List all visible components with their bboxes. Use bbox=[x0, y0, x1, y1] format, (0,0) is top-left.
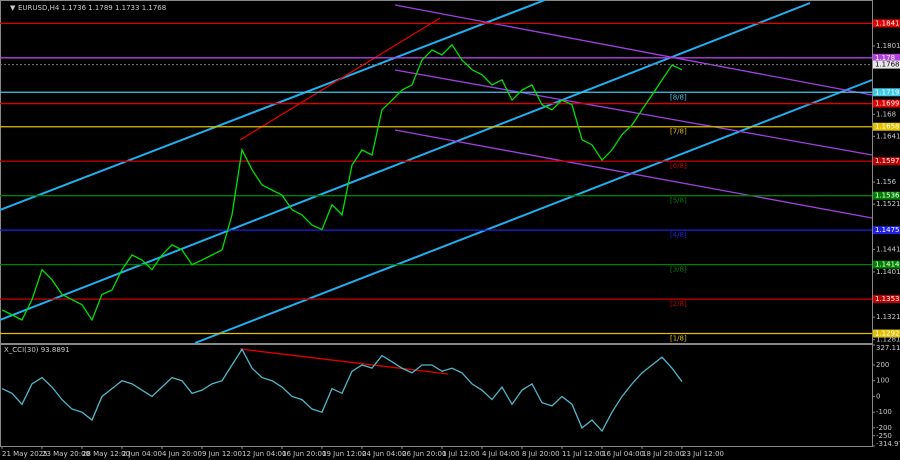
level-label: [6/8] bbox=[670, 162, 687, 170]
level-price-box bbox=[873, 329, 900, 338]
x-tick-label: 12 Jun 04:00 bbox=[242, 450, 286, 458]
x-tick-label: 16 Jun 20:00 bbox=[282, 450, 326, 458]
x-tick-label: 16 Jul 04:00 bbox=[602, 450, 644, 458]
level-label: [2/8] bbox=[670, 300, 687, 308]
level-label: [5/8] bbox=[670, 197, 687, 205]
level-price-box bbox=[873, 157, 900, 166]
x-tick-label: 1 Jul 12:00 bbox=[442, 450, 480, 458]
x-tick-label: 18 Jul 20:00 bbox=[642, 450, 684, 458]
y-tick-label: 1.1401 bbox=[876, 268, 900, 276]
cci-title: X_CCI(30) 93.8891 bbox=[4, 346, 70, 354]
y-tick-label: 1.1441 bbox=[876, 245, 900, 253]
level-price-box bbox=[873, 260, 900, 269]
y-tick-label: 327.116 bbox=[876, 344, 900, 352]
level-price-box bbox=[873, 295, 900, 304]
trend-line bbox=[239, 17, 441, 141]
level-price: 1.1841 bbox=[875, 19, 900, 27]
level-label: [4/8] bbox=[670, 231, 687, 239]
y-tick-label: 1.156 bbox=[876, 178, 897, 186]
level-price: 1.178 bbox=[875, 54, 895, 62]
level-price-box bbox=[873, 88, 900, 97]
level-price-box bbox=[873, 122, 900, 131]
y-tick-label: 1.1641 bbox=[876, 132, 900, 140]
channel-line bbox=[394, 129, 873, 219]
x-tick-label: 2 Jun 04:00 bbox=[122, 450, 162, 458]
x-tick-label: 8 Jul 20:00 bbox=[522, 450, 560, 458]
level-price-box bbox=[873, 191, 900, 200]
price-frame bbox=[0, 0, 873, 344]
level-price-box bbox=[873, 226, 900, 235]
level-price: 1.1475 bbox=[875, 226, 900, 234]
y-tick-label: 0 bbox=[876, 392, 880, 400]
y-tick-label: 100 bbox=[876, 377, 889, 385]
x-tick-label: 23 Jul 12:00 bbox=[682, 450, 724, 458]
level-price: 1.1414 bbox=[875, 261, 900, 269]
x-tick-label: 4 Jun 20:00 bbox=[162, 450, 202, 458]
channel-line bbox=[394, 4, 873, 96]
x-tick-label: 24 Jun 04:00 bbox=[362, 450, 406, 458]
level-price-box bbox=[873, 19, 900, 28]
y-tick-label: 1.1521 bbox=[876, 200, 900, 208]
level-price: 1.1719 bbox=[875, 88, 900, 96]
triangle: ▼ bbox=[10, 4, 16, 12]
divergence-line bbox=[239, 348, 449, 375]
y-tick-label: 200 bbox=[876, 361, 889, 369]
y-tick-label: -200 bbox=[876, 424, 892, 432]
x-tick-label: 26 Jun 20:00 bbox=[402, 450, 446, 458]
level-price-box bbox=[873, 53, 900, 62]
level-label: [8/8] bbox=[670, 93, 687, 101]
level-price: 1.1353 bbox=[875, 295, 900, 303]
y-tick-label: -250 bbox=[876, 432, 892, 440]
data-line bbox=[1, 347, 683, 433]
y-tick-label: 1.1801 bbox=[876, 42, 900, 50]
level-label: [7/8] bbox=[670, 128, 687, 136]
trend-channel bbox=[394, 4, 873, 219]
x-tick-label: 11 Jul 12:00 bbox=[562, 450, 604, 458]
level-price-box bbox=[873, 99, 900, 108]
level-label: [3/8] bbox=[670, 266, 687, 274]
channel-line bbox=[394, 69, 873, 156]
x-tick-label: 28 May 12:00 bbox=[82, 450, 130, 458]
level-price: 1.1597 bbox=[875, 157, 900, 165]
data-line bbox=[1, 43, 683, 322]
current-price-box bbox=[873, 60, 900, 69]
level-price: 1.1699 bbox=[875, 100, 900, 108]
channel-line bbox=[0, 0, 546, 211]
x-tick-label: 4 Jul 04:00 bbox=[482, 450, 520, 458]
y-tick-label: 1.1321 bbox=[876, 313, 900, 321]
level-price: 1.1658 bbox=[875, 123, 900, 131]
y-tick-label: 1.1281 bbox=[876, 336, 900, 344]
x-tick-label: 21 May 2025 bbox=[2, 450, 48, 458]
current-price: 1.1768 bbox=[875, 61, 900, 69]
y-tick-label: -100 bbox=[876, 408, 892, 416]
y-tick-label: 1.168 bbox=[876, 110, 896, 118]
cci-frame bbox=[0, 344, 873, 447]
price-title: EURUSD,H4 1.1736 1.1789 1.1733 1.1768 bbox=[18, 4, 166, 12]
x-tick-label: 23 May 20:00 bbox=[42, 450, 90, 458]
level-label: [1/8] bbox=[670, 335, 687, 343]
level-price: 1.1536 bbox=[875, 192, 900, 200]
x-tick-label: 19 Jun 12:00 bbox=[322, 450, 366, 458]
y-tick-label: -314.975 bbox=[876, 440, 900, 448]
x-tick-label: 9 Jun 12:00 bbox=[202, 450, 242, 458]
level-price: 1.1292 bbox=[875, 330, 900, 338]
